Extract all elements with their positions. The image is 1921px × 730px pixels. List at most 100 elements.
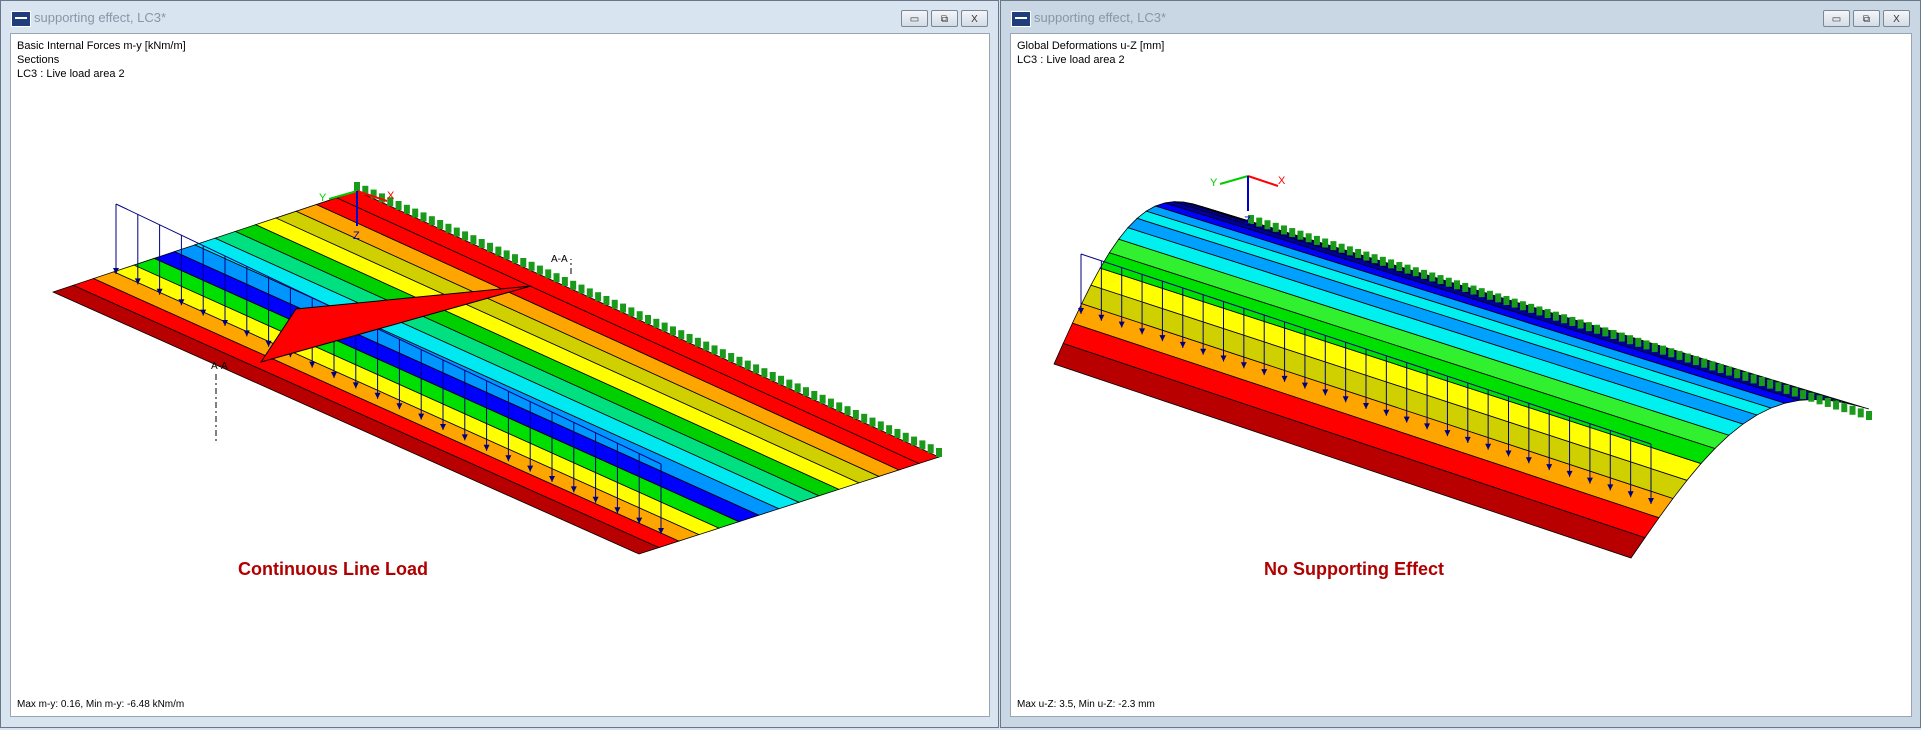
- support-symbol: [1692, 356, 1699, 366]
- support-symbol: [1248, 215, 1254, 224]
- load-arrow-head: [222, 320, 228, 326]
- support-symbol: [378, 193, 385, 203]
- support-symbol: [437, 220, 444, 229]
- support-symbol: [1866, 411, 1872, 420]
- load-arrow-head: [156, 288, 163, 295]
- restore-button[interactable]: ⧉: [931, 10, 958, 27]
- close-button[interactable]: X: [1883, 10, 1910, 27]
- support-symbol: [1767, 379, 1774, 389]
- support-symbol: [428, 216, 435, 226]
- load-arrow-head: [1424, 423, 1431, 430]
- support-symbol: [611, 299, 618, 309]
- support-symbol: [919, 440, 926, 450]
- model-render[interactable]: A-A A-A Y X Z: [11, 34, 990, 717]
- support-symbol: [403, 204, 410, 214]
- support-symbol: [462, 231, 469, 241]
- load-arrow-head: [178, 299, 185, 306]
- support-symbol: [886, 425, 893, 435]
- load-arrow-head: [200, 309, 207, 316]
- load-arrow-head: [374, 392, 381, 399]
- support-symbol: [936, 448, 942, 457]
- support-symbol: [1717, 363, 1724, 373]
- support-symbol: [511, 254, 518, 264]
- load-arrow-head: [483, 444, 490, 451]
- y-axis: [328, 190, 358, 200]
- title-bar[interactable]: supporting effect, LC3* ▭ ⧉ X: [1001, 1, 1920, 33]
- support-symbol: [844, 406, 851, 416]
- support-symbol: [1519, 301, 1526, 311]
- support-symbol: [819, 394, 826, 404]
- support-symbol: [395, 201, 402, 210]
- support-symbol: [1618, 332, 1625, 342]
- minimize-button[interactable]: ▭: [901, 10, 928, 27]
- support-symbol: [694, 337, 701, 347]
- result-header: Global Deformations u-Z [mm] LC3 : Live …: [1017, 39, 1164, 67]
- support-symbol: [561, 277, 568, 286]
- load-arrow-head: [1139, 328, 1146, 335]
- support-symbol: [1289, 228, 1296, 238]
- load-arrow-head: [1118, 321, 1125, 328]
- support-symbol: [711, 345, 718, 355]
- support-symbol: [927, 444, 934, 454]
- support-symbol: [1783, 384, 1790, 394]
- support-symbol: [1379, 256, 1386, 266]
- window-title: supporting effect, LC3*: [34, 10, 167, 25]
- minimize-button[interactable]: ▭: [1823, 10, 1850, 27]
- support-symbol: [686, 334, 693, 343]
- support-symbol: [1280, 225, 1287, 235]
- x-axis: [356, 190, 388, 202]
- support-symbol: [1486, 290, 1493, 300]
- support-symbol: [487, 242, 494, 252]
- support-symbol: [1602, 327, 1609, 337]
- support-symbol: [1709, 361, 1716, 371]
- support-symbol: [869, 417, 876, 427]
- support-symbol: [1445, 277, 1452, 287]
- graphics-view[interactable]: Basic Internal Forces m-y [kNm/m] Sectio…: [10, 33, 990, 717]
- load-arrow-head: [1098, 314, 1105, 321]
- restore-button[interactable]: ⧉: [1853, 10, 1880, 27]
- support-symbol: [387, 197, 394, 207]
- load-arrow-head: [1485, 443, 1492, 450]
- graphics-view[interactable]: Global Deformations u-Z [mm] LC3 : Live …: [1010, 33, 1912, 717]
- load-arrow-head: [527, 465, 534, 472]
- support-symbol: [1552, 311, 1559, 321]
- support-symbol: [1330, 241, 1337, 251]
- support-symbol: [536, 265, 543, 275]
- support-symbol: [1363, 251, 1370, 261]
- model-render[interactable]: Y X Z: [1011, 34, 1912, 717]
- support-symbol: [778, 375, 785, 385]
- support-symbol: [1808, 392, 1815, 402]
- z-axis-label: Z: [353, 230, 360, 242]
- left-window: supporting effect, LC3* ▭ ⧉ X Basic Inte…: [0, 0, 999, 728]
- load-arrow-head: [1505, 450, 1512, 457]
- support-symbol: [586, 288, 593, 298]
- support-symbol: [1725, 366, 1732, 376]
- section-label: A-A: [551, 254, 568, 265]
- load-arrow-head: [549, 476, 555, 482]
- support-symbol: [1396, 262, 1403, 272]
- app-icon: [11, 11, 31, 27]
- support-symbol: [1742, 371, 1749, 381]
- support-symbol: [1470, 285, 1477, 295]
- support-symbol: [603, 296, 610, 305]
- close-button[interactable]: X: [961, 10, 988, 27]
- support-symbol: [661, 322, 668, 332]
- load-outline: [115, 203, 662, 465]
- window-title: supporting effect, LC3*: [1034, 10, 1167, 25]
- support-symbol: [1305, 233, 1312, 243]
- load-arrow-head: [636, 517, 643, 524]
- support-symbol: [1849, 405, 1856, 415]
- title-bar[interactable]: supporting effect, LC3* ▭ ⧉ X: [1, 1, 998, 33]
- load-arrow-head: [1403, 416, 1410, 423]
- section-diagram: [259, 285, 532, 363]
- load-arrow-head: [309, 361, 316, 368]
- support-symbol: [453, 227, 460, 237]
- load-arrow-head: [1179, 341, 1186, 348]
- section-label: A-A: [211, 361, 228, 372]
- support-symbol: [1857, 408, 1864, 418]
- load-outline: [1080, 253, 1652, 445]
- support-symbol: [1404, 264, 1411, 274]
- load-arrow-head: [1566, 470, 1573, 477]
- load-arrow-head: [1648, 498, 1654, 504]
- support-symbol: [1816, 395, 1823, 405]
